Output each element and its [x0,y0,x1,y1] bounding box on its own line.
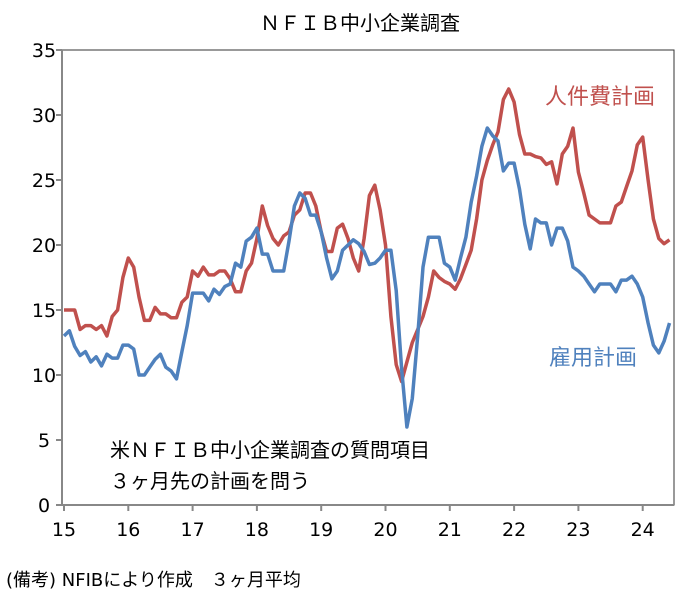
y-tick-label: 30 [32,105,56,127]
y-tick-label: 35 [32,40,56,62]
x-tick-label: 22 [502,519,526,541]
x-tick-label: 16 [116,519,140,541]
x-tick-label: 20 [373,519,397,541]
x-tick-label: 15 [52,519,76,541]
y-tick-label: 15 [32,300,56,322]
chart-title: ＮＦＩＢ中小企業調査 [260,11,460,35]
y-tick-label: 5 [38,430,50,452]
plot-frame [61,49,675,506]
series-label-labor-cost: 人件費計画 [545,85,655,110]
x-tick-label: 21 [438,519,462,541]
series-line-labor-cost [64,87,671,384]
y-tick-label: 0 [38,495,50,517]
footnote: (備考) NFIBにより作成 ３ヶ月平均 [6,570,301,591]
x-tick-label: 18 [245,519,269,541]
x-tick-label: 23 [566,519,590,541]
x-tick-label: 19 [309,519,333,541]
series-label-employment: 雇用計画 [549,346,637,371]
annotation-line-2: ３ヶ月先の計画を問う [110,469,310,493]
x-tick-label: 24 [631,519,655,541]
annotation-line-1: 米ＮＦＩＢ中小企業調査の質問項目 [110,438,430,462]
series-line-employment [62,126,672,429]
y-tick-label: 25 [32,170,56,192]
x-tick-label: 17 [181,519,205,541]
y-tick-label: 10 [32,365,56,387]
y-tick-label: 20 [32,235,56,257]
